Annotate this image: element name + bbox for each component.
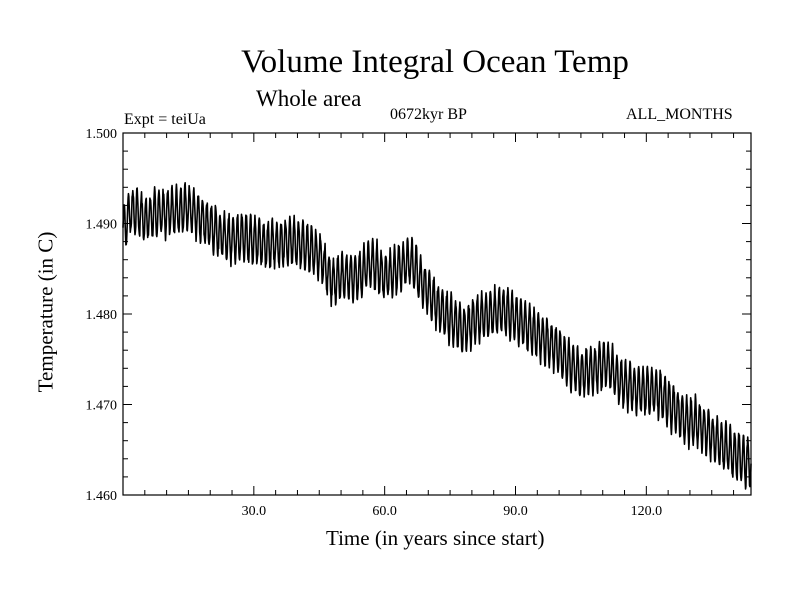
experiment-label: Expt = teiUa [124,111,206,128]
y-tick-label: 1.460 [86,489,118,504]
y-tick-label: 1.500 [86,127,118,142]
x-tick-label: 30.0 [242,504,267,519]
series-line [122,182,752,490]
x-axis-label: Time (in years since start) [326,526,545,550]
y-tick-label: 1.490 [86,218,118,233]
x-tick-label: 60.0 [372,504,397,519]
months-label: ALL_MONTHS [626,106,733,123]
chart-title: Volume Integral Ocean Temp [241,44,629,80]
x-tick-label: 120.0 [631,504,663,519]
x-tick-label: 90.0 [503,504,528,519]
y-tick-label: 1.470 [86,399,118,414]
period-label: 0672kyr BP [390,106,467,123]
chart-subtitle: Whole area [256,86,362,111]
y-tick-label: 1.480 [86,308,118,323]
